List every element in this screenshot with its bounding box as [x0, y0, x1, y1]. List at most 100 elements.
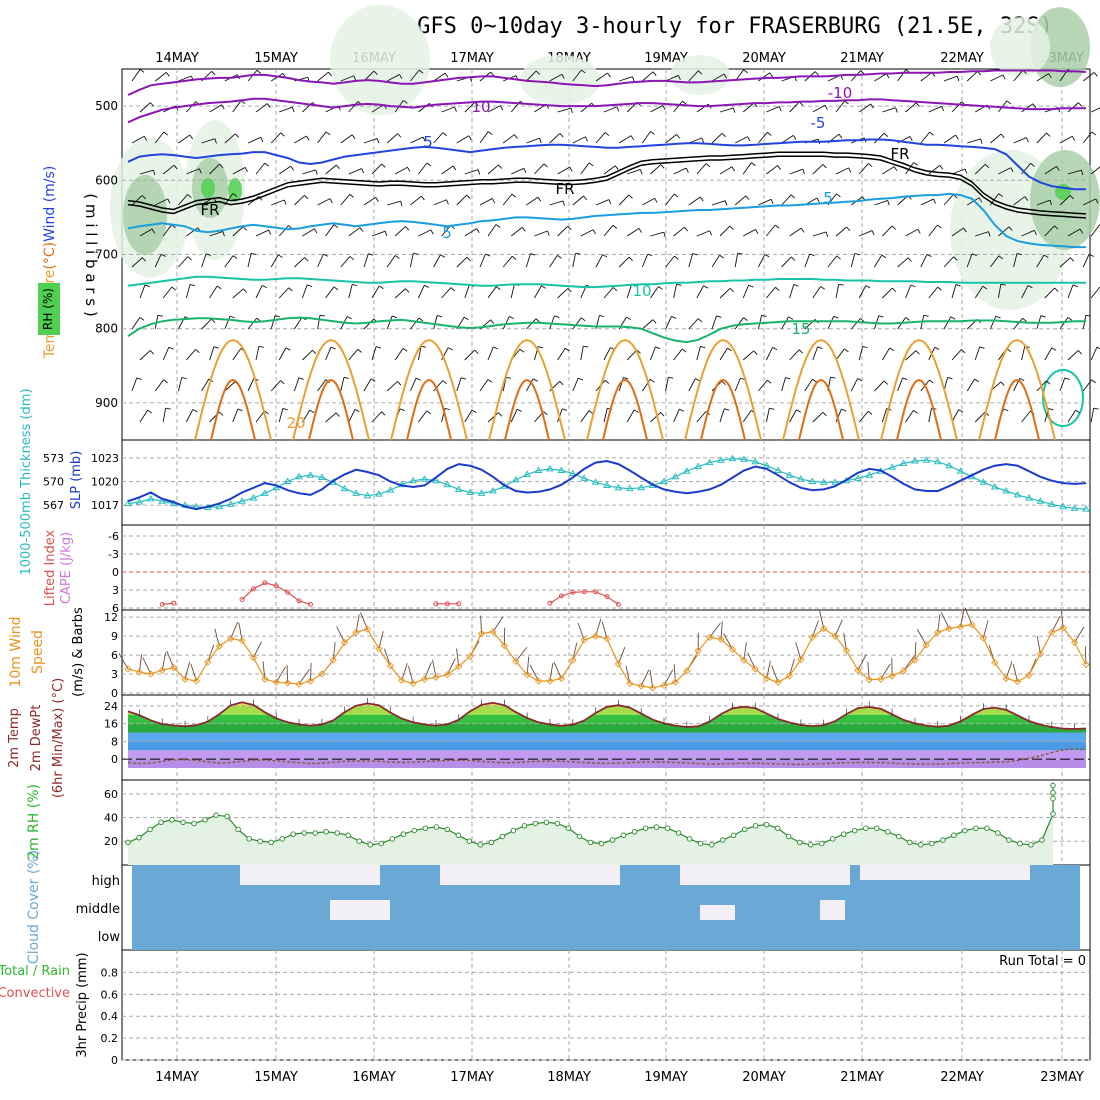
wind-speed-point [466, 652, 474, 660]
wind-barb-flag [506, 376, 512, 379]
wind-barb [696, 346, 701, 361]
cape-tick-label: -3 [108, 548, 119, 561]
wind-barb-flag [264, 410, 269, 415]
2m-rh-point [466, 838, 473, 844]
wind-barb [386, 315, 393, 330]
wind-barb-flag [583, 195, 588, 201]
wind-barb-flag [1070, 257, 1075, 262]
wind-barb [279, 106, 293, 113]
wind-barb [789, 227, 802, 237]
thickness-point [796, 475, 805, 482]
2m-rh-point [918, 842, 924, 848]
temperature-contour-20 [586, 338, 664, 441]
wind-barb [510, 284, 515, 299]
wind-barb-flag [649, 379, 655, 383]
wind-barb-flag [1010, 167, 1014, 173]
wind-barb [1059, 317, 1069, 330]
wind-barb [974, 163, 986, 175]
wind-barb-flag [814, 71, 819, 76]
panels-layer: 14MAY14MAY15MAY15MAY16MAY16MAY17MAY17MAY… [0, 5, 1100, 1085]
wind-barb [719, 107, 734, 113]
wind-barb [640, 669, 650, 687]
wind-barb [951, 349, 962, 361]
wind-barb [1021, 103, 1034, 113]
2m-rh-point [433, 824, 440, 830]
wind-barb [642, 379, 651, 392]
wind-barb-flag [277, 254, 283, 258]
wind-barb [302, 169, 316, 175]
wind-barb-flag [244, 167, 248, 173]
wind-barb [371, 411, 382, 423]
wind-barb-flag [242, 226, 247, 231]
thickness-point [614, 483, 623, 491]
wind-barb-flag [463, 316, 469, 321]
2m-rh-point [1050, 782, 1056, 789]
wind-speed-point [785, 672, 794, 680]
wind-barb [441, 225, 452, 237]
2m-rh-point [829, 836, 836, 842]
wind-barb-flag [695, 378, 700, 382]
wind-barb [758, 131, 768, 144]
wind-barb-flag [626, 316, 631, 320]
wind-barb-flag [229, 315, 235, 319]
wind-barb-flag [251, 252, 257, 255]
date-label-bottom: 16MAY [352, 1070, 396, 1085]
wind-barb-flag [454, 106, 457, 112]
wind-barb [348, 168, 362, 175]
wind-barb [858, 103, 871, 113]
wind-barb [1044, 287, 1055, 299]
2m-rh-point [565, 825, 572, 831]
wind-barb-flag [349, 256, 355, 261]
thickness-point [557, 466, 566, 473]
wind-barb-flag [1027, 285, 1033, 289]
wind-barb-flag [602, 254, 608, 258]
wind-barb-flag [466, 256, 471, 262]
wind-barb [185, 284, 191, 299]
date-label-bottom: 19MAY [644, 1070, 688, 1085]
wind-barb [131, 69, 141, 82]
wind-barb-flag [599, 314, 605, 318]
wind-barb [255, 162, 266, 175]
temperature-contour-20 [194, 338, 272, 441]
lifted-index-label: Lifted Index [43, 529, 58, 606]
wind-barb-flag [554, 315, 560, 318]
2m-rh-point [962, 827, 968, 834]
wind-speed-point [968, 621, 976, 629]
wind-barb-flag [812, 378, 817, 383]
thickness-point [466, 488, 475, 496]
2m-rh-point [741, 826, 748, 833]
wind-barb [1013, 317, 1023, 330]
wind-barb [595, 132, 606, 144]
wind-barb-flag [913, 162, 918, 166]
wind-barb-flag [1091, 131, 1097, 136]
wind-speed-point [934, 628, 942, 636]
wind-barb [255, 410, 265, 423]
wind-barb [502, 134, 515, 144]
wind-barb-flag [143, 135, 148, 141]
thickness-point [511, 475, 520, 483]
wind-barb-flag [319, 314, 326, 317]
2m-rh-point [510, 827, 517, 834]
temperature-contour-25 [994, 378, 1040, 441]
wind-barb [781, 377, 786, 392]
wind-barb-flag [1088, 253, 1094, 257]
wind-barb [487, 105, 501, 113]
wind-barb-flag [650, 131, 655, 135]
wind-barb-flag [745, 195, 750, 200]
wind-barb-flag [692, 253, 698, 256]
wind-barb [850, 378, 858, 392]
thickness-point [888, 463, 897, 470]
wind-barb [1082, 131, 1093, 144]
contour-label: -5 [811, 114, 826, 132]
wind-barb-flag [394, 255, 400, 259]
thickness-point [386, 486, 395, 493]
wind-barb-flag [168, 346, 174, 350]
wind-barb [278, 408, 284, 423]
wind-barb-flag [557, 255, 562, 259]
wind-barb [673, 100, 683, 113]
wind-barb [255, 103, 268, 113]
wind-speed-point [512, 657, 520, 666]
wind-barb [302, 409, 311, 423]
thickness-point [489, 486, 497, 494]
